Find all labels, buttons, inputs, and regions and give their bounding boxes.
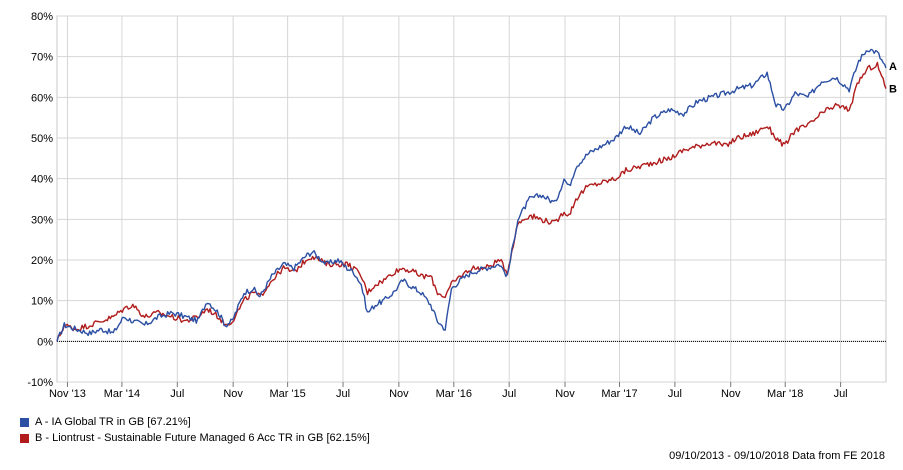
legend-label-a: A - IA Global TR in GB [67.21%]: [35, 416, 191, 428]
footer-date-range: 09/10/2013 - 09/10/2018 Data from FE 201…: [669, 450, 885, 462]
x-tick-label: Mar '14: [104, 388, 140, 400]
y-tick-label: 10%: [31, 296, 53, 308]
series-line-a: [56, 48, 887, 342]
x-tick-label: Mar '15: [269, 388, 305, 400]
y-tick-label: 30%: [31, 214, 53, 226]
y-tick-label: 60%: [31, 92, 53, 104]
x-tick-label: Mar '17: [601, 388, 637, 400]
y-tick-label: 50%: [31, 133, 53, 145]
series-line-b: [56, 61, 887, 342]
legend-swatch-a: [20, 417, 29, 427]
x-tick-label: Jul: [336, 388, 350, 400]
y-tick-label: -10%: [27, 377, 53, 389]
x-tick-label: Nov '13: [49, 388, 86, 400]
x-tick-label: Jul: [834, 388, 848, 400]
legend-label-b: B - Liontrust - Sustainable Future Manag…: [35, 432, 370, 444]
x-tick-label: Nov: [389, 388, 409, 400]
plot-area: [56, 15, 887, 383]
x-tick-label: Mar '16: [436, 388, 472, 400]
y-tick-label: 20%: [31, 255, 53, 267]
legend-swatch-b: [20, 433, 29, 443]
legend: A - IA Global TR in GB [67.21%] B - Lion…: [20, 414, 370, 446]
y-tick-label: 0%: [37, 336, 53, 348]
series-end-label-a: A: [889, 61, 897, 73]
legend-item-a: A - IA Global TR in GB [67.21%]: [20, 414, 370, 430]
x-tick-label: Nov: [223, 388, 243, 400]
x-tick-label: Jul: [502, 388, 516, 400]
y-tick-label: 70%: [31, 52, 53, 64]
x-tick-label: Nov: [721, 388, 741, 400]
x-tick-label: Jul: [668, 388, 682, 400]
x-tick-label: Nov: [555, 388, 575, 400]
y-tick-label: 40%: [31, 174, 53, 186]
series-end-label-b: B: [889, 84, 897, 96]
y-tick-label: 80%: [31, 11, 53, 23]
x-tick-label: Mar '18: [767, 388, 803, 400]
x-tick-label: Jul: [170, 388, 184, 400]
legend-item-b: B - Liontrust - Sustainable Future Manag…: [20, 430, 370, 446]
